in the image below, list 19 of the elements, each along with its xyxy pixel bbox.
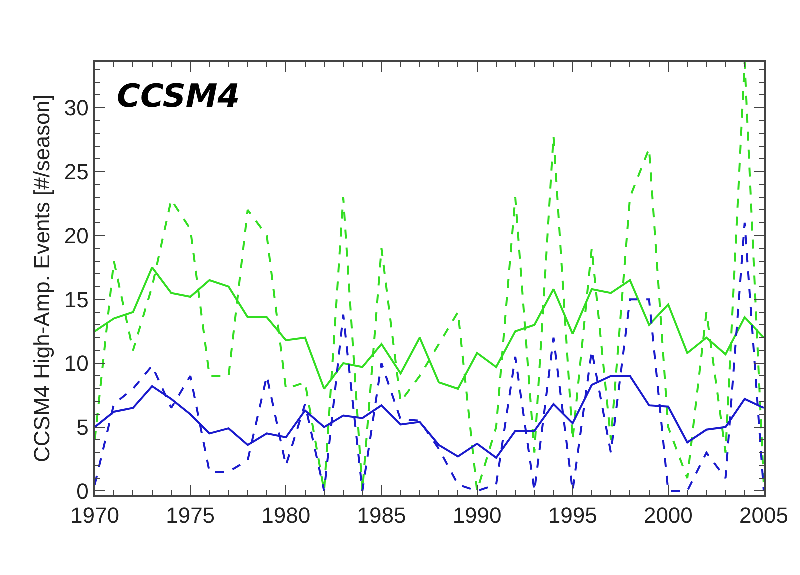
line-series xyxy=(95,222,764,492)
y-axis-title: CCSM4 High-Amp. Events [#/season] xyxy=(30,94,55,463)
y-tick-label: 25 xyxy=(64,160,89,185)
y-tick-label: 10 xyxy=(64,351,89,376)
x-tick-label: 1980 xyxy=(262,503,311,528)
annotation: CCSM4 xyxy=(117,77,240,115)
y-tick-label: 20 xyxy=(64,223,89,248)
y-tick-label: 15 xyxy=(64,287,89,312)
x-tick-label: 1995 xyxy=(548,503,598,528)
x-tick-label: 1970 xyxy=(70,503,120,528)
x-tick-label: 2000 xyxy=(644,503,693,528)
y-tick-label: 5 xyxy=(76,415,89,440)
y-tick-label: 0 xyxy=(76,478,89,504)
x-tick-label: 1990 xyxy=(452,503,502,528)
x-tick-label: 1975 xyxy=(166,503,216,528)
x-tick-label: 1985 xyxy=(357,503,406,528)
line-series xyxy=(95,62,764,492)
y-tick-label: 30 xyxy=(64,96,89,121)
x-tick-label: 2005 xyxy=(740,503,788,528)
